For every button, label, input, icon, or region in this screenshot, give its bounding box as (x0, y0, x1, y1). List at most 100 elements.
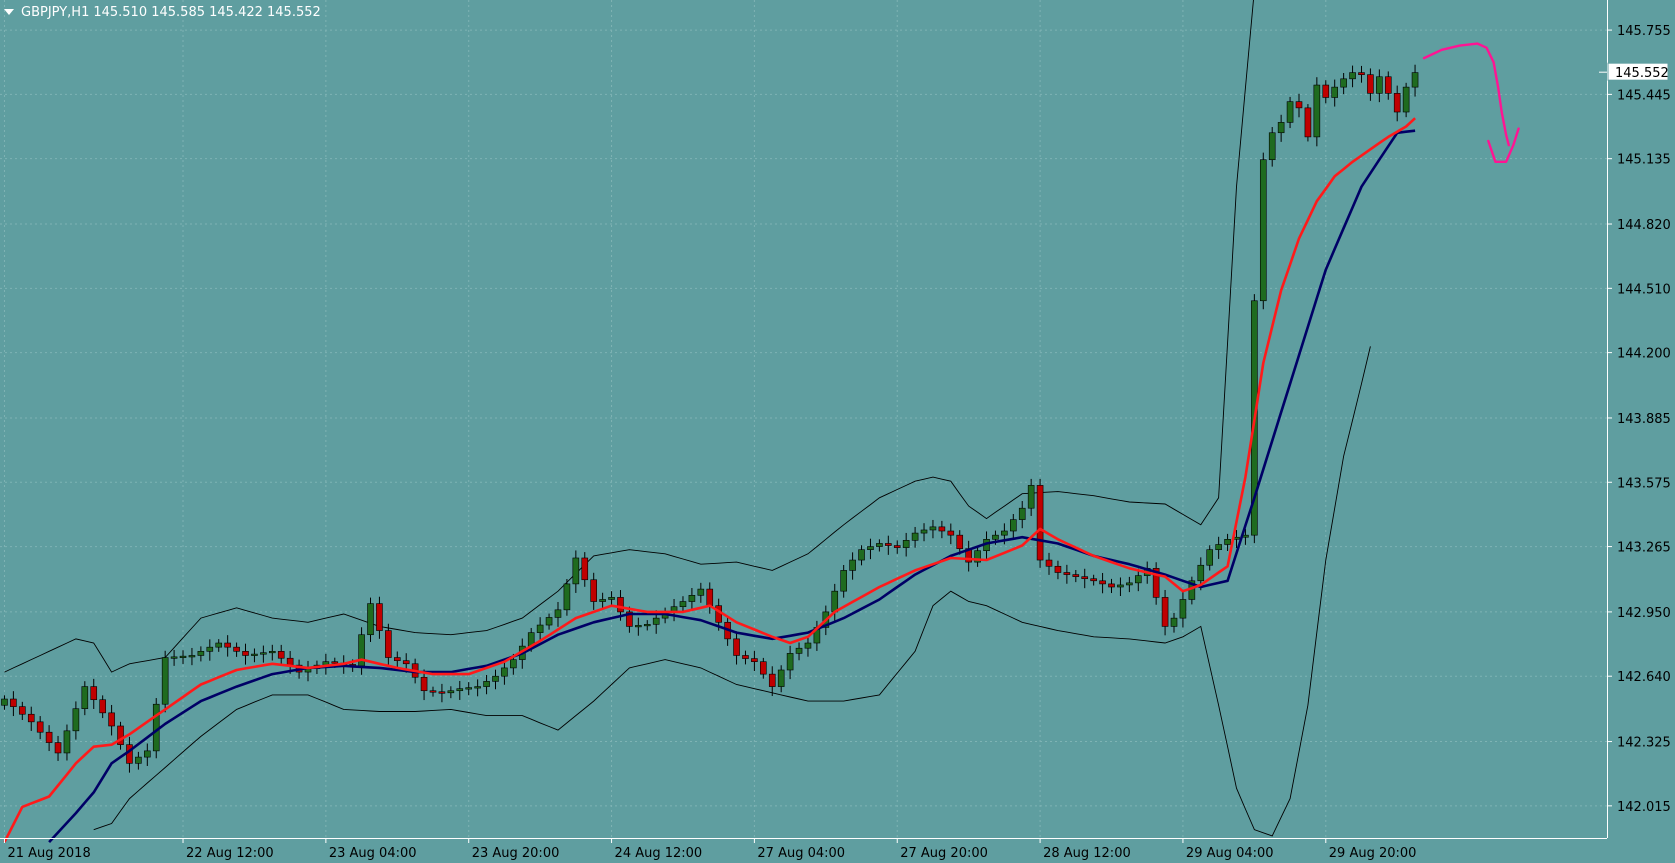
candle-body (1393, 93, 1401, 113)
candle (1117, 577, 1124, 596)
candle-body (215, 642, 223, 648)
candle (1099, 572, 1106, 594)
candle (492, 669, 499, 690)
x-tick-label: 24 Aug 12:00 (615, 846, 703, 861)
candle (483, 675, 490, 695)
candle (885, 535, 892, 555)
candle-body (608, 597, 615, 600)
candle-body (867, 546, 874, 550)
candle (277, 644, 285, 666)
chart-header: GBPJPY,H1 145.510 145.585 145.422 145.55… (4, 3, 321, 21)
candle-body (626, 611, 633, 627)
candle (804, 635, 812, 657)
candle (911, 526, 919, 548)
symbol-label: GBPJPY,H1 (21, 4, 90, 20)
candle-body (1036, 485, 1044, 561)
candle (179, 650, 187, 664)
candle (1081, 568, 1089, 589)
candle (1215, 536, 1222, 559)
candle (126, 736, 133, 773)
candle-body (170, 656, 178, 659)
candle-body (1081, 576, 1089, 580)
candle-body (1027, 485, 1035, 509)
candle-body (697, 588, 705, 596)
candle (795, 642, 803, 661)
candle (474, 679, 481, 697)
annotations (1422, 42, 1520, 163)
candle-body (286, 657, 294, 666)
candle-body (1126, 582, 1133, 586)
candle-body (581, 557, 589, 581)
candle (1179, 591, 1187, 628)
candle (599, 592, 606, 610)
candle (1402, 82, 1410, 118)
candle (1393, 85, 1401, 122)
candle (867, 538, 874, 560)
candle (268, 644, 276, 661)
band-lower-line (93, 346, 1371, 837)
candle-body (1259, 159, 1267, 302)
candle-body (1045, 559, 1053, 567)
candle-body (81, 686, 89, 710)
candle (1045, 552, 1053, 575)
ma-slow-line (48, 129, 1416, 843)
candle-body (1206, 549, 1214, 566)
candle (1134, 568, 1142, 592)
candle (1063, 564, 1071, 584)
collapse-arrow-icon[interactable] (4, 9, 14, 15)
candle (536, 617, 544, 643)
candle (1277, 114, 1285, 142)
candle-body (510, 659, 517, 669)
candle (251, 648, 258, 663)
candle (983, 531, 990, 561)
candle-body (804, 642, 812, 649)
candle-body (438, 691, 446, 694)
candle (840, 564, 847, 598)
candle-body (179, 655, 187, 658)
candle-body (90, 686, 98, 701)
candle-body (188, 655, 196, 658)
candle (1376, 69, 1383, 103)
candle-body (1010, 519, 1017, 532)
candle-body (393, 657, 401, 661)
candle (367, 597, 374, 642)
candle (849, 552, 856, 580)
candle (45, 725, 53, 752)
candle (385, 623, 392, 666)
candle-body (27, 713, 35, 723)
candle-body (974, 550, 981, 563)
candle-body (1331, 86, 1339, 98)
candle (929, 519, 937, 539)
candle-body (135, 756, 142, 764)
candle-body (777, 669, 785, 687)
candle (572, 550, 580, 593)
candle-body (126, 744, 133, 764)
candle (1054, 560, 1062, 580)
candle (429, 686, 437, 697)
candle (99, 695, 106, 719)
candle-body (947, 530, 955, 536)
y-tick-label: 142.015 (1617, 800, 1671, 815)
candle-body (1134, 575, 1142, 584)
candle (10, 691, 17, 717)
x-tick-label: 22 Aug 12:00 (186, 846, 274, 861)
candle (1, 695, 8, 710)
candle (438, 683, 446, 703)
candle (697, 582, 705, 603)
band-upper-line (4, 0, 1254, 673)
candle-body (885, 543, 892, 546)
candle-body (742, 655, 749, 659)
candle-body (63, 730, 71, 754)
candle (1010, 514, 1017, 538)
candle (688, 587, 696, 611)
candle (465, 682, 473, 696)
candle-body (536, 624, 544, 633)
x-tick-label: 27 Aug 04:00 (757, 846, 845, 861)
candle (135, 751, 142, 770)
candle (260, 645, 267, 663)
candle (144, 743, 151, 766)
candle-body (911, 532, 919, 541)
candle-body (1063, 572, 1071, 575)
candle-body (1090, 578, 1097, 582)
